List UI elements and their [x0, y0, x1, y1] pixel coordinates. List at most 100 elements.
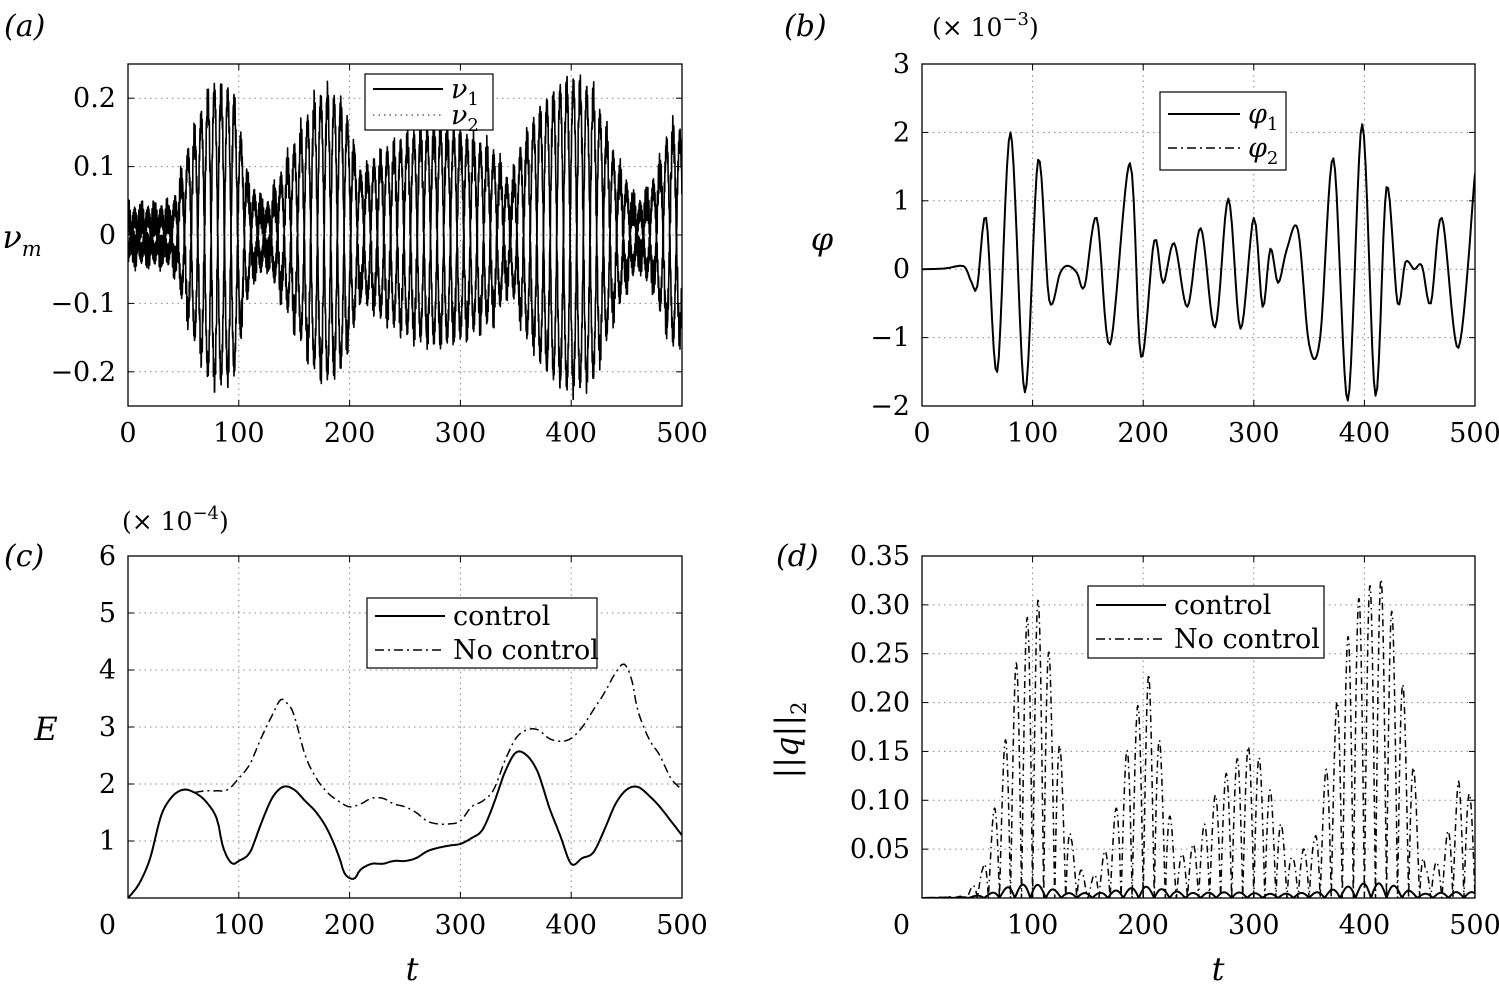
legend-label-main: No control	[1174, 624, 1320, 655]
multiplier-close: )	[219, 507, 229, 536]
legend-label: No control	[453, 635, 599, 666]
x-tick-label: 100	[1007, 418, 1059, 449]
chart-panel-c: 100 200 300 400 500 1 2 3 4 5 6 0 (c) (× 10−4) Et contr…	[4, 503, 708, 988]
multiplier-base: (× 10	[932, 13, 1002, 42]
legend-box	[1159, 91, 1287, 171]
y-axis-label: φ	[811, 220, 834, 258]
legend-label-main: control	[1174, 590, 1271, 621]
legend-label-main: No control	[453, 635, 599, 666]
panel-label: (a)	[4, 9, 45, 44]
multiplier-close: )	[1029, 13, 1039, 42]
y-axis-label-main: ||q||	[768, 715, 806, 779]
x-tick-label: 200	[1117, 910, 1169, 941]
y-tick-label: −0.2	[50, 357, 116, 388]
legend-label: φ2	[1248, 133, 1278, 169]
y-axis-label-sub: m	[22, 237, 42, 261]
x-tick-label: 200	[324, 418, 376, 449]
y-tick-label: 1	[893, 186, 910, 217]
multiplier-exponent: −4	[192, 503, 219, 524]
y-tick-label: 0.15	[850, 736, 910, 767]
x-tick-label: 500	[656, 418, 708, 449]
series-line-nu1	[128, 74, 682, 401]
x-axis-label: t	[406, 950, 419, 988]
x-tick-label: 100	[213, 418, 265, 449]
legend-box	[364, 73, 494, 131]
origin-zero-label: 0	[893, 910, 910, 941]
y-axis-label-main: E	[33, 710, 57, 748]
y-tick-label: 0.30	[850, 590, 910, 621]
y-tick-label: 0.35	[850, 541, 910, 572]
x-tick-label: 100	[1007, 910, 1059, 941]
y-tick-label: 3	[893, 49, 910, 80]
y-tick-label: 0.1	[73, 152, 116, 183]
series-line-nu2	[128, 78, 682, 391]
origin-zero-label: 0	[99, 910, 116, 941]
legend-box	[366, 597, 598, 669]
series-line-no-control	[194, 663, 682, 825]
legend-label: control	[453, 601, 550, 632]
y-tick-label: −0.1	[50, 288, 116, 319]
y-tick-label: 2	[893, 117, 910, 148]
legend-label-main: ν	[451, 100, 467, 131]
y-tick-label: 5	[99, 598, 116, 629]
x-tick-label: 500	[656, 910, 708, 941]
y-tick-label: 0	[893, 254, 910, 285]
axis-multiplier: (× 10−4)	[122, 503, 229, 536]
legend-label: ν2	[451, 100, 479, 136]
grid-lines	[128, 556, 682, 898]
legend-label: control	[1174, 590, 1271, 621]
tick-marks	[127, 555, 683, 898]
plot-frame	[921, 555, 1476, 899]
x-tick-label: 400	[1339, 910, 1391, 941]
y-tick-label: 0.05	[850, 834, 910, 865]
y-tick-label: 2	[99, 769, 116, 800]
series-group	[128, 663, 682, 898]
legend-label-main: φ	[1248, 133, 1267, 164]
x-axis-label: t	[1212, 950, 1225, 988]
x-tick-label: 0	[119, 418, 136, 449]
series-group	[128, 74, 682, 401]
tick-marks	[921, 63, 1476, 407]
y-axis-label: νm	[2, 218, 41, 261]
x-tick-label: 300	[435, 418, 487, 449]
legend-label-sub: 2	[467, 115, 478, 136]
y-axis-label-main: φ	[811, 220, 834, 258]
legend-label-sub: 1	[467, 89, 478, 110]
x-tick-label: 400	[545, 910, 597, 941]
series-line-no-control	[922, 578, 1475, 898]
x-tick-label: 300	[1228, 418, 1280, 449]
series-line-main	[922, 123, 1475, 402]
y-tick-label: 0.20	[850, 688, 910, 719]
x-tick-label: 300	[1228, 910, 1280, 941]
x-tick-label: 100	[213, 910, 265, 941]
panel-label: (b)	[784, 9, 827, 44]
y-tick-label: 0.25	[850, 639, 910, 670]
x-tick-label: 300	[435, 910, 487, 941]
legend-label-main: control	[453, 601, 550, 632]
y-tick-label: 4	[99, 655, 116, 686]
x-tick-label: 200	[1117, 418, 1169, 449]
y-axis-label-sub: 2	[787, 702, 811, 715]
tick-marks	[921, 555, 1476, 898]
y-tick-label: 1	[99, 826, 116, 857]
legend-box	[1087, 585, 1325, 659]
multiplier-base: (× 10	[122, 507, 192, 536]
x-tick-label: 200	[324, 910, 376, 941]
legend-label: No control	[1174, 624, 1320, 655]
panel-label: (c)	[4, 539, 44, 574]
y-tick-label: 6	[99, 541, 116, 572]
y-axis-label-main: ν	[2, 218, 21, 256]
y-tick-label: 0.10	[850, 785, 910, 816]
chart-panel-d: 100 200 300 400 500 0.05 0.10 0.15 0.20 0.25 0.30 0…	[768, 539, 1499, 988]
legend-label-sub: 1	[1267, 114, 1278, 135]
y-tick-label: 3	[99, 712, 116, 743]
axis-multiplier: (× 10−3)	[932, 9, 1039, 42]
y-tick-label: −1	[870, 323, 910, 354]
